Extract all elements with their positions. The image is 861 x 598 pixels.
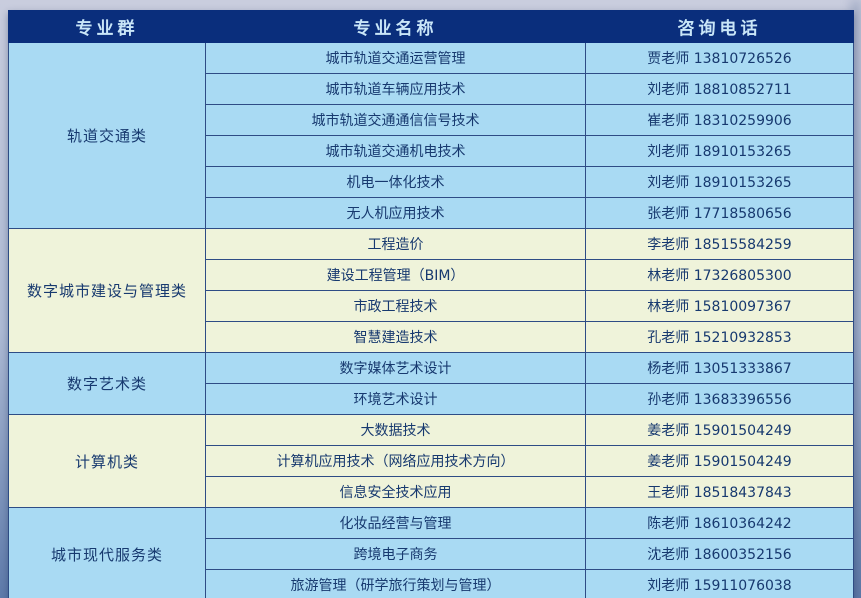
header-major-name: 专业名称 xyxy=(205,10,586,43)
major-name-cell: 大数据技术 xyxy=(205,414,586,446)
major-name-cell: 旅游管理（研学旅行策划与管理） xyxy=(205,569,586,598)
major-name-cell: 信息安全技术应用 xyxy=(205,476,586,508)
major-name-cell: 计算机应用技术（网络应用技术方向） xyxy=(205,445,586,477)
major-name-cell: 化妆品经营与管理 xyxy=(205,507,586,539)
table-row: 信息安全技术应用 王老师 18518437843 xyxy=(9,476,854,508)
contact-phone-cell: 李老师 18515584259 xyxy=(585,228,854,260)
major-name-cell: 智慧建造技术 xyxy=(205,321,586,353)
major-name-cell: 市政工程技术 xyxy=(205,290,586,322)
majors-contact-table: 专业群 专业名称 咨询电话 轨道交通类 城市轨道交通运营管理 贾老师 1381072… xyxy=(8,10,854,598)
contact-phone-cell: 刘老师 15911076038 xyxy=(585,569,854,598)
major-name-cell: 数字媒体艺术设计 xyxy=(205,352,586,384)
major-name-cell: 工程造价 xyxy=(205,228,586,260)
table-row: 数字城市建设与管理类 工程造价 李老师 18515584259 xyxy=(8,228,854,353)
contact-phone-cell: 姜老师 15901504249 xyxy=(585,414,854,446)
major-name-cell: 城市轨道交通运营管理 xyxy=(205,42,586,74)
contact-phone-cell: 刘老师 18810852711 xyxy=(585,73,854,105)
table-row: 市政工程技术 林老师 15810097367 xyxy=(9,290,854,322)
major-group-cell: 轨道交通类 xyxy=(8,42,206,229)
major-group-cell: 城市现代服务类 xyxy=(8,507,206,598)
major-group-cell: 计算机类 xyxy=(8,414,206,508)
table-row: 数字艺术类 数字媒体艺术设计 杨老师 13051333867 xyxy=(8,352,854,415)
major-name-cell: 跨境电子商务 xyxy=(205,538,586,570)
table-row: 无人机应用技术 张老师 17718580656 xyxy=(9,197,854,229)
major-group-cell: 数字艺术类 xyxy=(8,352,206,415)
major-name-cell: 环境艺术设计 xyxy=(205,383,586,415)
contact-phone-cell: 陈老师 18610364242 xyxy=(585,507,854,539)
major-group-cell: 数字城市建设与管理类 xyxy=(8,228,206,353)
table-row: 环境艺术设计 孙老师 13683396556 xyxy=(9,383,854,415)
contact-phone-cell: 王老师 18518437843 xyxy=(585,476,854,508)
table-row: 建设工程管理（BIM） 林老师 17326805300 xyxy=(9,259,854,291)
contact-phone-cell: 姜老师 15901504249 xyxy=(585,445,854,477)
table-row: 机电一体化技术 刘老师 18910153265 xyxy=(9,166,854,198)
major-name-cell: 机电一体化技术 xyxy=(205,166,586,198)
contact-phone-cell: 孔老师 15210932853 xyxy=(585,321,854,353)
header-contact-phone: 咨询电话 xyxy=(585,10,854,43)
contact-phone-cell: 林老师 17326805300 xyxy=(585,259,854,291)
contact-phone-cell: 沈老师 18600352156 xyxy=(585,538,854,570)
table-row: 城市轨道交通机电技术 刘老师 18910153265 xyxy=(9,135,854,167)
contact-phone-cell: 林老师 15810097367 xyxy=(585,290,854,322)
table-header-row: 专业群 专业名称 咨询电话 xyxy=(8,10,854,43)
table-row: 城市轨道车辆应用技术 刘老师 18810852711 xyxy=(9,73,854,105)
major-name-cell: 无人机应用技术 xyxy=(205,197,586,229)
header-major-group: 专业群 xyxy=(8,10,206,43)
table-body: 轨道交通类 城市轨道交通运营管理 贾老师 13810726526 城市轨道车辆应用技术… xyxy=(8,42,854,598)
major-name-cell: 城市轨道车辆应用技术 xyxy=(205,73,586,105)
major-name-cell: 城市轨道交通机电技术 xyxy=(205,135,586,167)
contact-phone-cell: 贾老师 13810726526 xyxy=(585,42,854,74)
table-row: 计算机应用技术（网络应用技术方向） 姜老师 15901504249 xyxy=(9,445,854,477)
contact-phone-cell: 张老师 17718580656 xyxy=(585,197,854,229)
contact-phone-cell: 杨老师 13051333867 xyxy=(585,352,854,384)
table-row: 旅游管理（研学旅行策划与管理） 刘老师 15911076038 xyxy=(9,569,854,598)
major-name-cell: 城市轨道交通通信信号技术 xyxy=(205,104,586,136)
table-row: 跨境电子商务 沈老师 18600352156 xyxy=(9,538,854,570)
contact-phone-cell: 刘老师 18910153265 xyxy=(585,135,854,167)
contact-phone-cell: 刘老师 18910153265 xyxy=(585,166,854,198)
contact-phone-cell: 孙老师 13683396556 xyxy=(585,383,854,415)
table-row: 计算机类 大数据技术 姜老师 15901504249 xyxy=(8,414,854,508)
table-row: 轨道交通类 城市轨道交通运营管理 贾老师 13810726526 xyxy=(8,42,854,229)
contact-phone-cell: 崔老师 18310259906 xyxy=(585,104,854,136)
table-row: 城市现代服务类 化妆品经营与管理 陈老师 18610364242 xyxy=(8,507,854,598)
major-name-cell: 建设工程管理（BIM） xyxy=(205,259,586,291)
